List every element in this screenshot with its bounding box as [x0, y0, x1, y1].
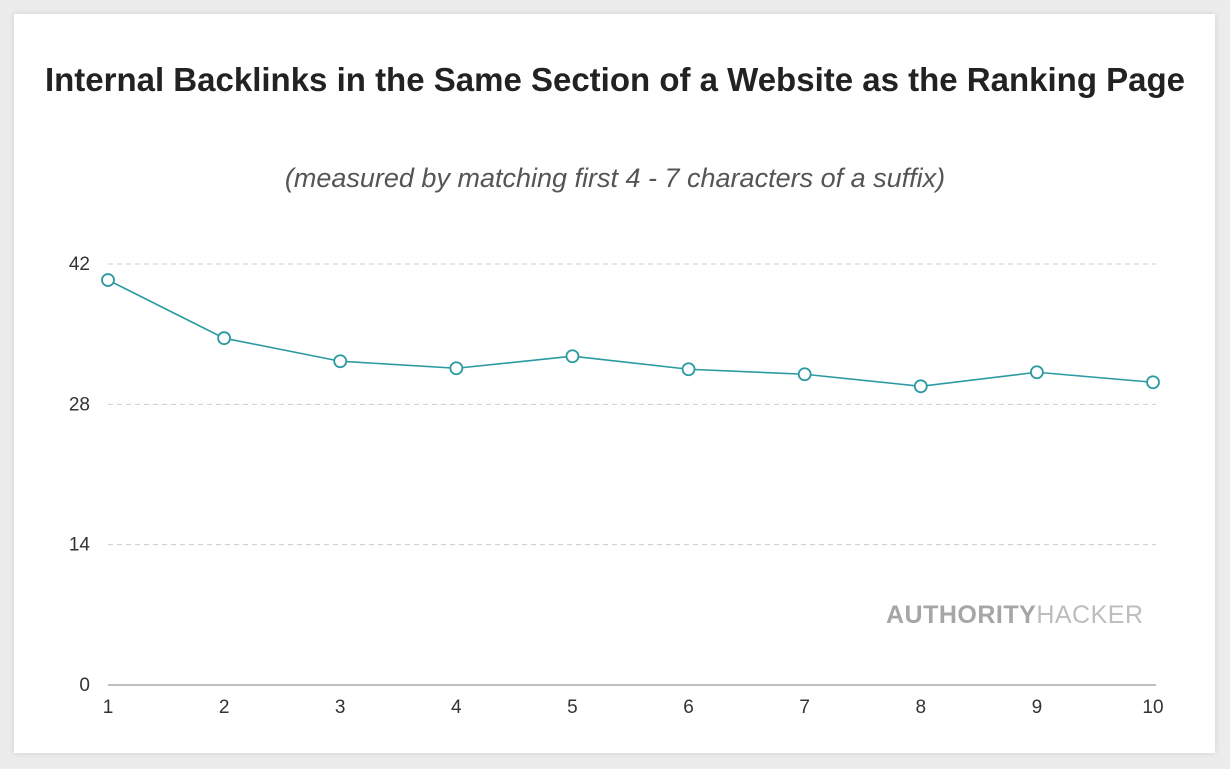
y-tick-label: 28 [69, 394, 90, 415]
data-point [681, 362, 696, 377]
data-point [913, 379, 928, 394]
logo-text-hacker: HACKER [1036, 601, 1144, 629]
chart-card [14, 14, 1215, 753]
x-tick-label: 10 [1142, 697, 1163, 718]
x-tick-label: 5 [567, 697, 578, 718]
y-tick-label: 14 [69, 535, 91, 556]
x-tick-label: 1 [103, 697, 114, 718]
data-point [449, 361, 464, 376]
data-point [797, 367, 812, 382]
x-tick-label: 7 [799, 697, 810, 718]
logo-text-authority: AUTHORITY [886, 601, 1037, 629]
authority-hacker-logo: AUTHORITYHACKER [886, 601, 1144, 630]
y-tick-label: 0 [79, 675, 90, 696]
data-point [565, 349, 580, 364]
y-tick-label: 42 [69, 254, 90, 275]
data-point [333, 354, 348, 369]
data-point [217, 331, 232, 346]
x-tick-label: 4 [451, 697, 462, 718]
series-line [107, 279, 1154, 388]
data-point [1029, 365, 1044, 380]
x-tick-label: 9 [1032, 697, 1043, 718]
x-tick-label: 3 [335, 697, 346, 718]
chart-subtitle: (measured by matching first 4 - 7 charac… [284, 163, 946, 193]
x-tick-label: 2 [219, 697, 230, 718]
data-point [101, 273, 115, 287]
data-point [1146, 375, 1160, 390]
x-tick-label: 6 [683, 697, 694, 718]
chart-title: Internal Backlinks in the Same Section o… [44, 61, 1186, 98]
x-tick-label: 8 [915, 697, 926, 718]
